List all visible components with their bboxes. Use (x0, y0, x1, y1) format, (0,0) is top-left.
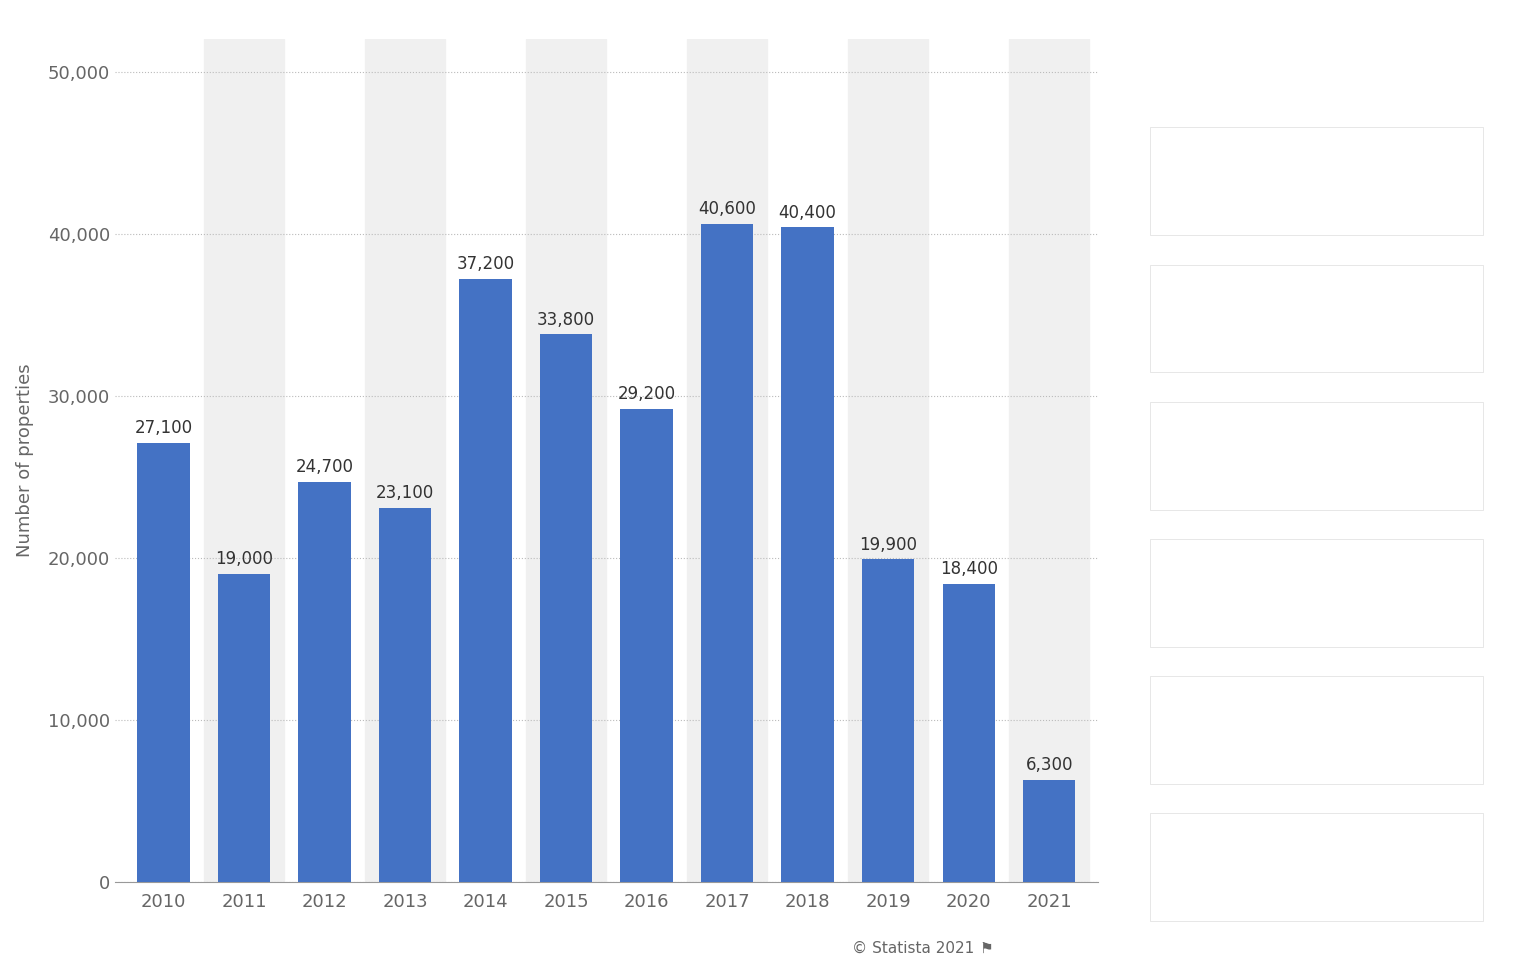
Text: 37,200: 37,200 (456, 256, 514, 273)
Text: 40,400: 40,400 (778, 204, 837, 221)
Bar (1150, 127, 1483, 235)
Bar (701, 224, 754, 882)
Bar (1150, 539, 1483, 647)
Bar (137, 443, 190, 882)
Bar (781, 227, 834, 882)
Text: 6,300: 6,300 (1025, 757, 1073, 774)
Bar (1150, 402, 1483, 510)
Bar (540, 334, 593, 882)
Bar (1008, 39, 1090, 882)
Bar (218, 574, 270, 882)
Bar (942, 584, 995, 882)
Bar (1022, 780, 1076, 882)
Text: 19,000: 19,000 (215, 551, 273, 568)
Text: 33,800: 33,800 (537, 311, 596, 328)
Text: 18,400: 18,400 (939, 561, 998, 578)
Text: © Statista 2021: © Statista 2021 (852, 941, 975, 956)
Text: 40,600: 40,600 (698, 200, 757, 219)
Text: 29,200: 29,200 (617, 385, 675, 403)
Bar (527, 39, 606, 882)
Bar (1150, 813, 1483, 921)
Bar (1150, 676, 1483, 784)
Bar (204, 39, 284, 882)
Bar (365, 39, 445, 882)
Text: 27,100: 27,100 (135, 419, 192, 437)
Bar (847, 39, 929, 882)
Text: 23,100: 23,100 (376, 484, 434, 502)
Text: 19,900: 19,900 (860, 536, 916, 554)
Bar (1150, 265, 1483, 372)
Bar (459, 279, 511, 882)
Bar (863, 560, 915, 882)
Text: 24,700: 24,700 (296, 458, 353, 476)
Bar (379, 508, 431, 882)
Bar (620, 409, 672, 882)
Y-axis label: Number of properties: Number of properties (17, 364, 34, 558)
Text: ⚑: ⚑ (979, 941, 993, 956)
Bar (298, 482, 350, 882)
Bar (686, 39, 768, 882)
